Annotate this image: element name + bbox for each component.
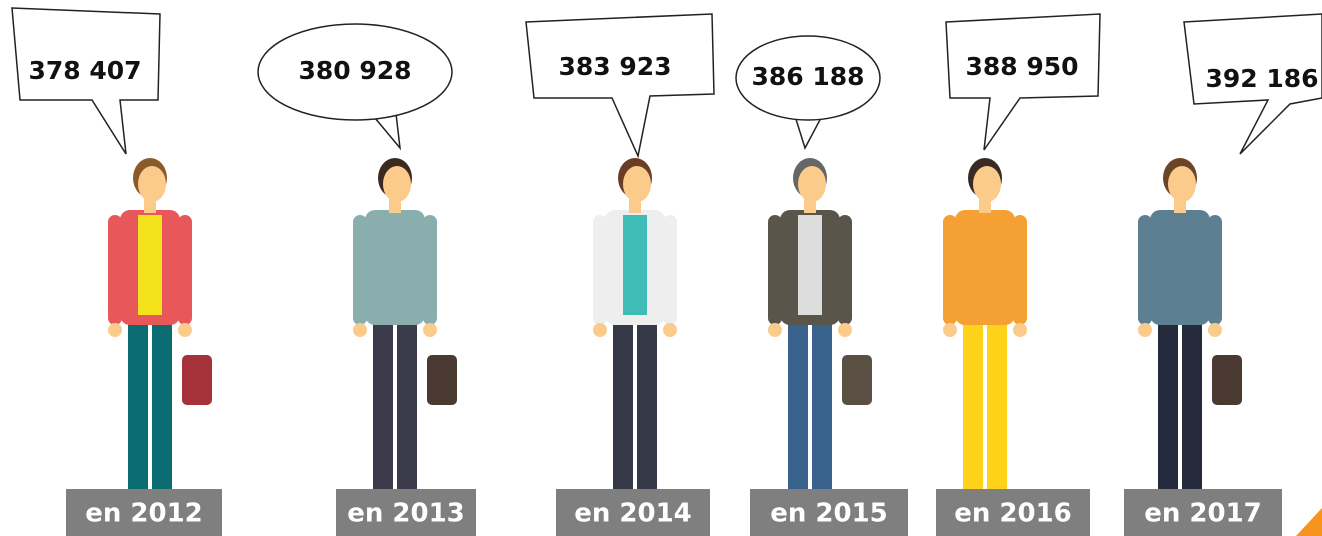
speech-bubble (525, 13, 715, 159)
year-box (556, 489, 710, 536)
year-box (936, 489, 1090, 536)
leg (788, 320, 808, 490)
bubble-value: 380 928 (298, 56, 411, 85)
leg (812, 320, 832, 490)
person-figure (525, 13, 715, 490)
leg (1158, 320, 1178, 490)
arm (353, 215, 367, 325)
hand (943, 323, 957, 337)
arm (768, 215, 782, 325)
speech-bubble (257, 23, 453, 121)
arm (943, 215, 957, 325)
leg (397, 320, 417, 490)
head (383, 166, 411, 202)
speech-bubble (11, 7, 161, 155)
year-label: en 2017 (1144, 499, 1262, 529)
person-figure (257, 23, 457, 490)
leg (128, 320, 148, 490)
person-figure (1138, 13, 1322, 490)
arm (423, 215, 437, 325)
bubble-value: 383 923 (558, 52, 671, 81)
torso-inner (623, 215, 647, 315)
hand (1208, 323, 1222, 337)
arm (178, 215, 192, 325)
torso-inner (383, 215, 407, 315)
person-figure (735, 35, 881, 490)
hand (838, 323, 852, 337)
bubble-value: 388 950 (965, 52, 1078, 81)
year-label: en 2013 (347, 499, 465, 529)
bubble-value: 378 407 (28, 56, 141, 85)
arm (1013, 215, 1027, 325)
leg (637, 320, 657, 490)
year-box (750, 489, 908, 536)
corner-accent (1296, 508, 1322, 536)
arm (1138, 215, 1152, 325)
leg (373, 320, 393, 490)
head (798, 166, 826, 202)
torso-inner (798, 215, 822, 315)
hand (108, 323, 122, 337)
year-label: en 2015 (770, 499, 888, 529)
torso-inner (973, 215, 997, 315)
year-box (336, 489, 476, 536)
year-label: en 2014 (574, 499, 692, 529)
year-box (66, 489, 222, 536)
hand (1013, 323, 1027, 337)
head (973, 166, 1001, 202)
bubble-value: 392 186 (1205, 64, 1318, 93)
year-label: en 2012 (85, 499, 203, 529)
hand (663, 323, 677, 337)
hand (353, 323, 367, 337)
leg (963, 320, 983, 490)
bag (427, 355, 457, 405)
speech-bubble (1183, 13, 1322, 155)
hand (1138, 323, 1152, 337)
bubble-value: 386 188 (751, 62, 864, 91)
person-figure (943, 13, 1101, 490)
arm (593, 215, 607, 325)
hand (178, 323, 192, 337)
person-figure (11, 7, 212, 490)
leg (152, 320, 172, 490)
arm (108, 215, 122, 325)
year-box (1124, 489, 1282, 536)
bag (1212, 355, 1242, 405)
speech-bubble (945, 13, 1101, 151)
torso-inner (138, 215, 162, 315)
head (138, 166, 166, 202)
leg (1182, 320, 1202, 490)
year-label: en 2016 (954, 499, 1072, 529)
hand (768, 323, 782, 337)
bag (842, 355, 872, 405)
leg (613, 320, 633, 490)
bubble-tail (793, 115, 824, 150)
hand (423, 323, 437, 337)
arm (838, 215, 852, 325)
speech-bubble (735, 35, 881, 121)
head (623, 166, 651, 202)
torso-inner (1168, 215, 1192, 315)
bag (182, 355, 212, 405)
arm (663, 215, 677, 325)
head (1168, 166, 1196, 202)
hand (593, 323, 607, 337)
arm (1208, 215, 1222, 325)
leg (987, 320, 1007, 490)
